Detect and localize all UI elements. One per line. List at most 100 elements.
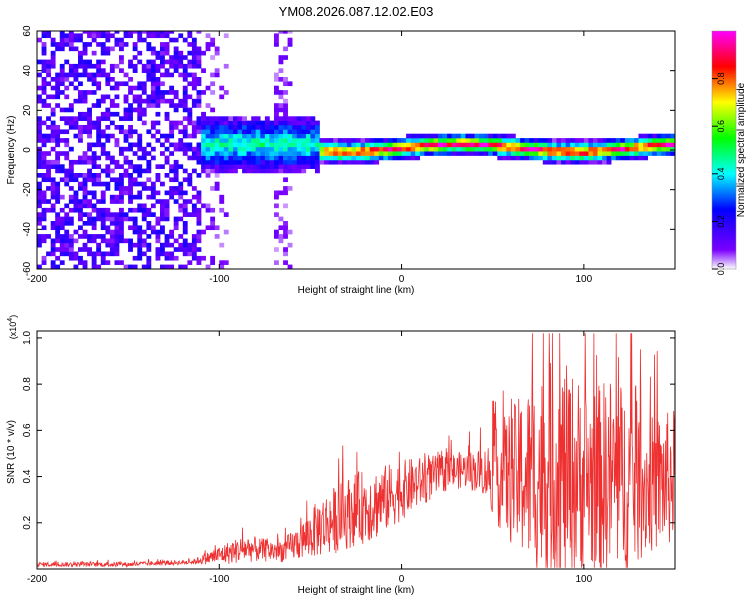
spectrogram-cell	[392, 146, 398, 152]
spectrogram-cell	[164, 190, 170, 196]
spectrogram-cell	[137, 190, 143, 196]
spectrogram-cell	[91, 238, 97, 244]
spectrogram-cell	[132, 98, 138, 104]
spectrogram-cell	[73, 238, 79, 244]
spectrogram-cell	[137, 142, 143, 148]
spectrogram-cell	[561, 155, 566, 161]
spectrogram-cell	[210, 133, 216, 139]
y-tick-label: 40	[22, 65, 33, 77]
spectrogram-cell	[210, 225, 216, 231]
spectrogram-cell	[141, 37, 147, 43]
spectrogram-cell	[46, 159, 51, 165]
spectrogram-cell	[233, 155, 238, 161]
spectrogram-cell	[342, 159, 348, 165]
spectrogram-cell	[246, 133, 252, 139]
spectrogram-cell	[260, 133, 266, 139]
spectrogram-cell	[137, 146, 143, 152]
spectrogram-cell	[105, 212, 111, 217]
spectrogram-cell	[160, 164, 165, 169]
spectrogram-cell	[87, 238, 92, 244]
spectrogram-cell	[105, 251, 111, 257]
spectrogram-cell	[68, 68, 74, 73]
spectrogram-cell	[96, 234, 102, 239]
spectrogram-cell	[305, 151, 311, 156]
spectrogram-cell	[114, 225, 120, 231]
spectrogram-cell	[46, 151, 51, 156]
spectrogram-cell	[196, 238, 202, 244]
spectrogram-cell	[164, 173, 170, 178]
spectrogram-cell	[105, 173, 111, 178]
spectrogram-cell	[283, 138, 288, 143]
spectrogram-cell	[164, 199, 170, 204]
spectrogram-cell	[460, 142, 466, 148]
spectrogram-cell	[137, 98, 143, 104]
snr-exponent: (x104)	[7, 315, 18, 339]
spectrogram-cell	[410, 142, 416, 148]
spectrogram-cell	[178, 207, 184, 213]
spectrogram-cell	[78, 199, 83, 204]
spectrogram-cell	[82, 151, 88, 156]
spectrogram-cell	[214, 72, 220, 78]
spectrogram-cell	[219, 133, 225, 139]
spectrogram-cell	[260, 129, 266, 135]
spectrogram-cell	[155, 221, 161, 226]
spectrogram-cell	[196, 98, 202, 104]
spectrogram-cell	[561, 142, 566, 148]
spectrogram-cell	[55, 90, 61, 95]
spectrogram-cell	[342, 142, 348, 148]
spectrogram-cell	[87, 59, 92, 65]
spectrogram-cell	[492, 138, 498, 143]
spectrogram-cell	[510, 151, 516, 156]
spectrogram-cell	[264, 155, 270, 161]
spectrogram-cell	[128, 59, 133, 65]
spectrogram-cell	[264, 125, 270, 130]
spectrogram-cell	[78, 203, 83, 209]
spectrogram-cell	[579, 146, 585, 152]
spectrogram-cell	[305, 129, 311, 135]
spectrogram-cell	[214, 142, 220, 148]
spectrogram-cell	[155, 138, 161, 143]
spectrogram-cell	[201, 203, 206, 209]
spectrogram-cell	[68, 216, 74, 222]
spectrogram-cell	[479, 133, 484, 139]
spectrogram-cell	[283, 125, 288, 130]
spectrogram-cell	[223, 142, 229, 148]
spectrogram-cell	[191, 133, 197, 139]
spectrogram-cell	[123, 116, 129, 121]
spectrogram-cell	[128, 107, 133, 113]
spectrogram-cell	[301, 164, 307, 169]
spectrogram-ylabel: Frequency (Hz)	[6, 116, 17, 185]
spectrogram-cell	[146, 221, 152, 226]
spectrogram-cell	[191, 238, 197, 244]
spectrogram-cell	[109, 221, 115, 226]
spectrogram-cell	[219, 260, 225, 265]
spectrogram-cell	[169, 255, 175, 261]
spectrogram-cell	[228, 120, 234, 126]
spectrogram-cell	[515, 151, 521, 156]
spectrogram-cell	[55, 190, 61, 196]
spectrogram-cell	[182, 116, 188, 121]
spectrogram-cell	[369, 142, 375, 148]
spectrogram-cell	[205, 138, 211, 143]
spectrogram-cell	[269, 120, 275, 126]
spectrogram-cell	[137, 203, 143, 209]
spectrogram-cell	[96, 42, 102, 47]
spectrogram-cell	[223, 164, 229, 169]
spectrogram-cell	[556, 142, 562, 148]
spectrogram-cell	[191, 194, 197, 200]
spectrogram-cell	[210, 72, 216, 78]
spectrogram-cell	[59, 90, 65, 95]
spectrogram-cell	[109, 194, 115, 200]
spectrogram-cell	[242, 125, 247, 130]
spectrogram-cell	[497, 133, 503, 139]
spectrogram-cell	[100, 194, 106, 200]
spectrogram-cell	[283, 251, 288, 257]
spectrogram-cell	[82, 159, 88, 165]
spectrogram-cell	[78, 186, 83, 191]
spectrogram-cell	[78, 55, 83, 60]
spectrogram-cell	[428, 146, 434, 152]
spectrogram-cell	[611, 155, 617, 161]
spectrogram-cell	[424, 151, 430, 156]
spectrogram-cell	[292, 138, 298, 143]
spectrogram-cell	[146, 46, 152, 52]
